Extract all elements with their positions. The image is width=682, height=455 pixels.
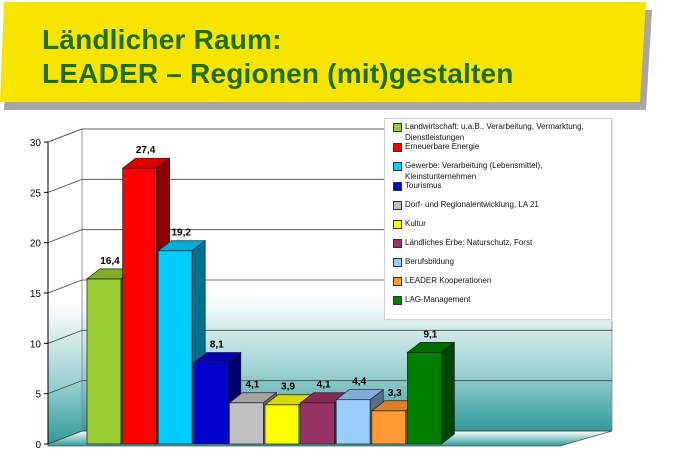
legend-label: Berufsbildung	[405, 257, 454, 266]
legend-item: Erneuerbare Energie	[393, 141, 610, 152]
gridline-depth	[47, 279, 83, 294]
title-banner	[0, 2, 652, 110]
legend-item: Kultur	[393, 218, 610, 229]
legend-swatch	[393, 277, 402, 286]
data-label: 3,9	[281, 382, 295, 393]
bar-front	[86, 278, 122, 445]
legend-label: LEADER Kooperationen	[405, 276, 492, 285]
bar-front	[157, 250, 193, 445]
banner-background	[0, 2, 646, 102]
gridline-depth	[47, 178, 83, 193]
legend-item: Landwirtschaft: u.a.B., Verarbeitung, Ve…	[393, 121, 610, 143]
legend-item: Gewerbe: Verarbeitung (Lebensmittel), Kl…	[393, 160, 610, 182]
y-tick-label: 20	[30, 239, 42, 250]
chart-legend: Landwirtschaft: u.a.B., Verarbeitung, Ve…	[384, 118, 612, 320]
legend-item: Berufsbildung	[393, 256, 610, 267]
legend-item: Ländliches Erbe: Naturschutz, Forst	[393, 237, 610, 248]
data-label: 19,2	[171, 228, 191, 239]
bar-side	[441, 341, 455, 445]
legend-item: LAG-Management	[393, 294, 610, 305]
legend-swatch	[393, 258, 402, 267]
legend-swatch	[393, 239, 402, 248]
legend-label: Erneuerbare Energie	[405, 142, 480, 151]
bar-front	[335, 399, 371, 445]
legend-swatch	[393, 296, 402, 305]
y-tick-label: 25	[30, 188, 42, 199]
data-label: 9,1	[423, 329, 437, 340]
legend-label: Ländliches Erbe: Naturschutz, Forst	[405, 238, 533, 247]
gridline-depth	[47, 229, 83, 244]
legend-swatch	[393, 123, 402, 132]
gridline-depth	[47, 430, 83, 445]
y-tick-label: 5	[35, 390, 41, 401]
gridline-depth	[47, 329, 83, 344]
bar-front	[300, 402, 335, 445]
legend-swatch	[393, 201, 402, 210]
page-title-line-1: Ländlicher Raum:	[42, 24, 282, 55]
page-title-line-2: LEADER – Regionen (mit)gestalten	[42, 58, 514, 89]
bar-front	[264, 404, 300, 445]
bar-front	[229, 402, 264, 445]
gridline-depth	[47, 380, 83, 395]
legend-label: Tourismus	[405, 181, 442, 190]
bar-front	[407, 352, 442, 445]
y-tick-label: 0	[35, 440, 41, 451]
data-label: 4,1	[317, 380, 331, 391]
legend-swatch	[393, 143, 402, 152]
legend-label: Kultur	[405, 219, 426, 228]
legend-swatch	[393, 182, 402, 191]
y-tick-label: 15	[30, 289, 42, 300]
legend-item: Tourismus	[393, 180, 610, 191]
y-tick-label: 10	[30, 339, 42, 350]
data-label: 8,1	[210, 339, 224, 350]
data-label: 4,1	[245, 380, 259, 391]
legend-label: Landwirtschaft: u.a.B., Verarbeitung, Ve…	[405, 122, 584, 142]
data-label: 27,4	[136, 145, 156, 156]
bar-front	[193, 362, 229, 445]
bar-front	[371, 410, 407, 445]
legend-label: Gewerbe: Verarbeitung (Lebensmittel), Kl…	[405, 161, 543, 181]
y-tick-label: 30	[30, 138, 42, 149]
data-label: 4,4	[352, 377, 366, 388]
y-axis: 0 5 10 15 20 25 30	[30, 138, 49, 451]
gridline-depth	[47, 128, 83, 143]
bar	[406, 341, 456, 445]
bar-front	[122, 167, 157, 445]
bars	[85, 157, 456, 445]
legend-label: Dorf- und Regionalentwicklung, LA 21	[405, 200, 539, 209]
legend-swatch	[393, 162, 402, 171]
legend-item: LEADER Kooperationen	[393, 275, 610, 286]
data-label: 16,4	[100, 256, 120, 267]
legend-item: Dorf- und Regionalentwicklung, LA 21	[393, 199, 610, 210]
data-labels: 16,4 27,4 19,2 8,1 4,1 3,9 4,1 4,4 3,3 9,1	[100, 145, 438, 399]
legend-swatch	[393, 220, 402, 229]
legend-label: LAG-Management	[405, 295, 471, 304]
data-label: 3,3	[388, 388, 402, 399]
